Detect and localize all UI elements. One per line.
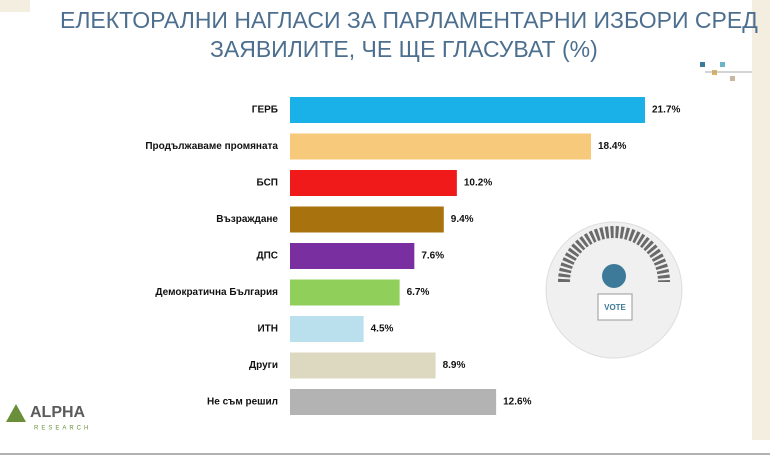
corner-strip (0, 0, 30, 12)
decor-squares (700, 62, 752, 81)
bar (290, 206, 444, 233)
value-label: 6.7% (407, 287, 430, 298)
bar (290, 316, 364, 342)
bar (290, 97, 645, 123)
logo-name: ALPHA (30, 404, 86, 421)
bar (290, 279, 400, 306)
category-label: Продължаваме промяната (145, 141, 278, 152)
value-label: 9.4% (451, 214, 474, 225)
category-label: Не съм решил (207, 397, 278, 408)
title-line: ЗАЯВИЛИТЕ, ЧЕ ЩЕ ГЛАСУВАТ (%) (210, 36, 598, 62)
value-label: 8.9% (443, 360, 466, 371)
bar (290, 389, 497, 415)
value-label: 18.4% (598, 141, 626, 152)
category-label: БСП (257, 178, 278, 189)
title-line: ЕЛЕКТОРАЛНИ НАГЛАСИ ЗА ПАРЛАМЕНТАРНИ ИЗБ… (60, 7, 758, 33)
side-strip (752, 0, 770, 440)
category-label: Демократична България (155, 287, 278, 298)
logo-tagline: RESEARCH (34, 426, 91, 432)
category-label: ДПС (256, 251, 278, 262)
category-label: ИТН (257, 324, 278, 335)
bar (290, 243, 415, 269)
category-label: Други (249, 360, 278, 371)
bar (290, 133, 592, 160)
bar (290, 352, 436, 379)
value-label: 21.7% (652, 105, 680, 116)
value-label: 4.5% (371, 324, 394, 335)
value-label: 10.2% (464, 178, 492, 189)
value-label: 12.6% (503, 397, 531, 408)
vote-graphic: VOTE (545, 221, 683, 359)
bar (290, 170, 457, 196)
vote-label: VOTE (604, 303, 626, 312)
category-label: Възраждане (216, 214, 278, 225)
logo: ALPHA RESEARCH (6, 404, 91, 432)
category-label: ГЕРБ (252, 105, 278, 116)
value-label: 7.6% (421, 251, 444, 262)
